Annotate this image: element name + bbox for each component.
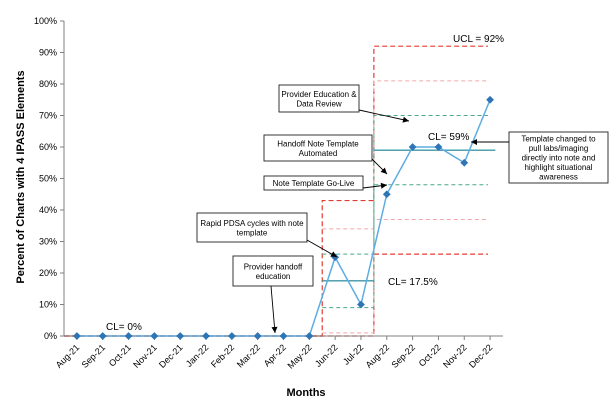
- data-point: [150, 332, 159, 340]
- y-tick-label: 70%: [39, 111, 57, 121]
- y-tick-label: 30%: [39, 237, 57, 247]
- annotation-arrowhead: [402, 116, 409, 123]
- x-tick-label: Sep-21: [80, 342, 108, 370]
- x-tick-label: Feb-22: [209, 342, 236, 369]
- y-tick-label: 60%: [39, 142, 57, 152]
- y-tick-label: 0%: [44, 331, 57, 341]
- annotation-box: [508, 131, 609, 184]
- data-point: [486, 95, 494, 104]
- annotation-text: directly into note and: [522, 154, 596, 163]
- annotation-box: [263, 175, 364, 191]
- data-series: [73, 95, 494, 340]
- cl-phase3-label: CL= 59%: [428, 132, 470, 143]
- ucl-label: UCL = 92%: [453, 34, 504, 45]
- annotation-arrowhead: [380, 167, 387, 174]
- annotation-text: Rapid PDSA cycles with note: [200, 219, 304, 228]
- y-tick-label: 90%: [39, 48, 57, 58]
- x-tick-label: Sep-22: [389, 342, 417, 370]
- data-point: [408, 143, 417, 151]
- data-point: [305, 332, 314, 340]
- annotation-text: template: [237, 228, 268, 237]
- upper-2-sigma-line: [322, 80, 488, 230]
- x-tick-label: May-22: [285, 342, 313, 370]
- lower-2-sigma-line: [322, 218, 488, 334]
- y-tick-label: 80%: [39, 79, 57, 89]
- data-point: [253, 332, 262, 340]
- annotation-arrow-line: [358, 109, 410, 122]
- annotation-box: [232, 255, 314, 287]
- annotation-arrowhead: [271, 326, 278, 333]
- x-tick-label: Aug-22: [364, 342, 392, 370]
- x-tick-label: Dec-22: [467, 342, 495, 370]
- y-tick-label: 20%: [39, 268, 57, 278]
- data-point: [98, 332, 107, 340]
- x-tick-label: Dec-21: [157, 342, 185, 370]
- x-tick-label: Oct-22: [417, 342, 443, 368]
- cl-phase2-label: CL= 17.5%: [388, 277, 438, 288]
- data-point: [460, 158, 469, 167]
- data-point: [227, 332, 236, 340]
- chart-labels: UCL = 92% CL= 0% CL= 17.5% CL= 59%: [106, 34, 504, 333]
- annotation-text: Template changed to: [521, 135, 596, 144]
- annotation-text: pull labs/imaging: [529, 144, 589, 153]
- cl-baseline-label: CL= 0%: [106, 322, 142, 333]
- annotation-arrow-line: [270, 285, 276, 334]
- annotation-text: Provider handoff: [244, 262, 303, 271]
- axes: 0%10%20%30%40%50%60%70%80%90%100%Aug-21S…: [34, 16, 503, 371]
- annotation-text: education: [256, 272, 291, 281]
- x-tick-label: Nov-22: [441, 342, 469, 370]
- data-point: [382, 190, 391, 199]
- data-point: [279, 332, 288, 340]
- y-tick-label: 10%: [39, 300, 57, 310]
- y-axis-title: Percent of Charts with 4 IPASS Elements: [15, 70, 27, 283]
- x-tick-label: Nov-21: [131, 342, 159, 370]
- annotation-text: highlight situational: [524, 163, 592, 172]
- x-tick-label: Oct-21: [107, 342, 133, 368]
- data-point: [124, 332, 133, 340]
- annotation-text: Data Review: [296, 99, 342, 108]
- ucl-line: [64, 45, 488, 337]
- annotation-5: Provider Education &Data Review: [278, 84, 410, 123]
- x-axis-title: Months: [286, 387, 325, 399]
- data-point: [357, 300, 365, 309]
- lower-1-sigma-line: [322, 184, 488, 309]
- x-tick-label: Aug-21: [54, 342, 82, 370]
- data-point: [434, 143, 443, 151]
- data-point: [202, 332, 210, 340]
- annotation-text: Handoff Note Template: [277, 139, 359, 148]
- x-tick-label: Jul-22: [341, 342, 365, 366]
- y-tick-label: 40%: [39, 205, 57, 215]
- annotation-box: [263, 134, 373, 162]
- annotation-3: Note Template Go-Live: [263, 175, 388, 191]
- annotation-box: [196, 212, 308, 243]
- data-point: [73, 332, 81, 340]
- data-point: [176, 332, 185, 340]
- annotation-box: [278, 84, 360, 113]
- control-limit-lines: [64, 45, 488, 337]
- annotation-text: Automated: [299, 149, 338, 158]
- y-tick-label: 50%: [39, 174, 57, 184]
- y-tick-label: 100%: [34, 16, 57, 26]
- x-tick-label: Apr-22: [262, 342, 288, 368]
- annotation-text: Note Template Go-Live: [273, 179, 355, 188]
- annotation-text: Provider Education &: [281, 90, 357, 99]
- x-tick-label: Jun-22: [313, 342, 340, 369]
- sigma-lines: [322, 80, 488, 334]
- annotation-arrowhead: [380, 182, 387, 189]
- annotation-arrowhead: [471, 139, 477, 145]
- annotation-text: awareness: [539, 173, 578, 182]
- x-tick-label: Jan-22: [184, 342, 211, 369]
- annotation-arrowhead: [330, 251, 337, 257]
- x-tick-label: Mar-22: [235, 342, 262, 369]
